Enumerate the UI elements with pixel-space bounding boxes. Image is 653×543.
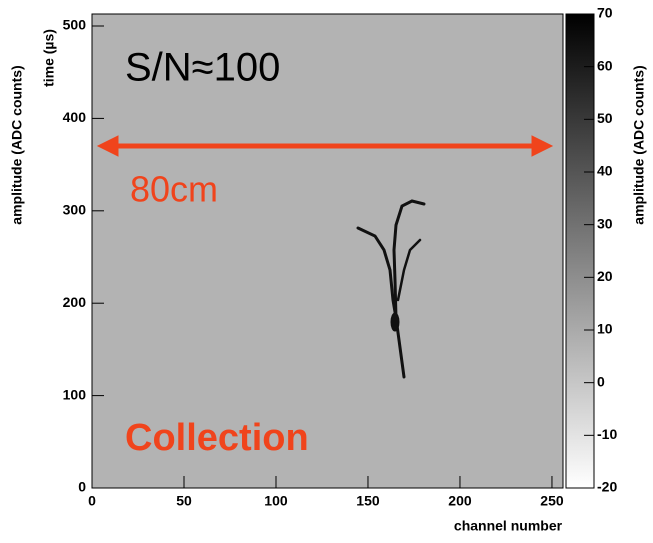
plot-frame [91,13,564,489]
arrow [96,135,554,157]
colorbar-tick-label: 10 [597,321,613,337]
colorbar [565,13,595,489]
colorbar-tick-label: 30 [597,215,613,231]
annotation: S/N≈100 [125,46,280,90]
y-tick-label: 300 [63,202,87,218]
y-tick-label: 400 [63,109,87,125]
y-tick-label: 200 [63,294,87,310]
annotation: 80cm [130,169,218,210]
colorbar-tick-label: 70 [597,5,613,21]
x-tick-label: 100 [264,493,288,509]
y-tick-label: 500 [63,17,87,33]
x-tick-label: 200 [448,493,472,509]
colorbar-tick-label: 0 [597,373,605,389]
colorbar-tick-label: -20 [597,479,617,495]
x-tick-label: 250 [540,493,564,509]
y-tick-label: 0 [78,479,86,495]
annotation: Collection [125,417,309,459]
colorbar-label: amplitude (ADC counts) [631,65,647,224]
x-tick-label: 150 [356,493,380,509]
x-tick-label: 0 [88,493,96,509]
colorbar-tick-label: -10 [597,426,617,442]
y-axis-label: time (µs) [41,29,57,87]
colorbar-tick-label: 60 [597,57,613,73]
colorbar-tick-label: 20 [597,268,613,284]
x-tick-label: 50 [176,493,192,509]
colorbar-tick-label: 40 [597,163,613,179]
left-label: amplitude (ADC counts) [9,65,25,224]
colorbar-tick-label: 50 [597,110,613,126]
track [356,199,426,379]
plot-background [92,14,563,488]
y-tick-label: 100 [63,386,87,402]
x-axis-label: channel number [454,518,563,534]
